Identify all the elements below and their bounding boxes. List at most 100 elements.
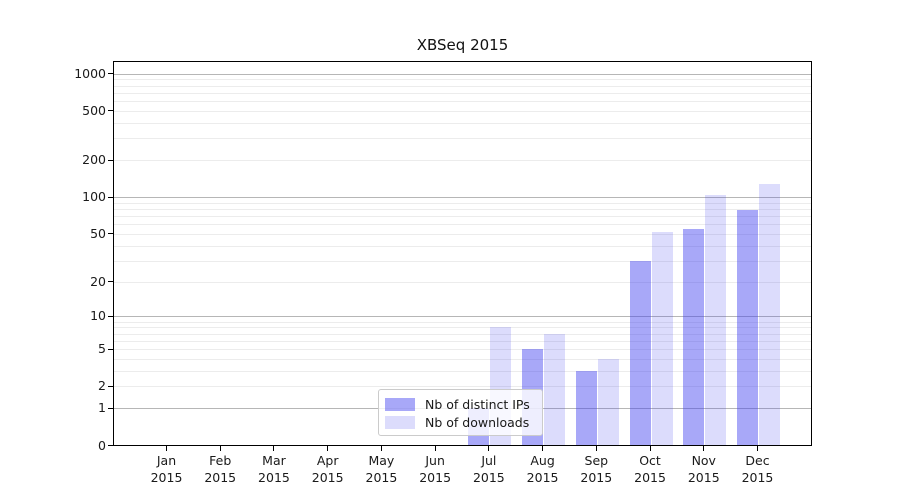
x-tick-label-may: May 2015	[349, 453, 413, 486]
legend-box: Nb of distinct IPs Nb of downloads	[378, 389, 543, 436]
x-tick-year: 2015	[741, 469, 774, 485]
gridline-9	[114, 321, 811, 323]
legend-item-distinct-ips: Nb of distinct IPs	[385, 395, 534, 413]
gridline-500	[114, 110, 811, 112]
x-tick-year: 2015	[258, 469, 290, 485]
y-tick-label-100: 100	[82, 189, 106, 205]
gridline-8	[114, 327, 811, 329]
x-tick-oct	[649, 445, 651, 451]
x-tick-label-nov: Nov 2015	[672, 453, 736, 486]
gridline-100	[114, 197, 811, 199]
gridline-5	[114, 349, 811, 351]
gridline-90	[114, 202, 811, 204]
x-tick-year: 2015	[526, 469, 559, 485]
x-tick-label-oct: Oct 2015	[618, 453, 682, 486]
gridline-10	[114, 316, 811, 318]
x-tick-year: 2015	[580, 469, 613, 485]
gridline-800	[114, 85, 811, 87]
x-tick-month: Jul	[481, 453, 497, 468]
bar-ips-dec	[736, 209, 758, 446]
y-tick-label-5: 5	[98, 341, 106, 357]
x-tick-label-dec: Dec 2015	[725, 453, 789, 486]
x-tick-month: Jan	[156, 453, 177, 468]
gridline-20	[114, 281, 811, 283]
gridline-30	[114, 260, 811, 262]
x-tick-sep	[595, 445, 597, 451]
gridline-200	[114, 160, 811, 162]
x-tick-label-jun: Jun 2015	[403, 453, 467, 486]
x-tick-month: Jun	[425, 453, 445, 468]
x-tick-label-apr: Apr 2015	[296, 453, 360, 486]
x-tick-month: Mar	[262, 453, 286, 468]
gridline-300	[114, 138, 811, 140]
x-tick-jul	[488, 445, 490, 451]
gridline-4	[114, 358, 811, 360]
gridline-700	[114, 92, 811, 94]
x-tick-year: 2015	[472, 469, 505, 485]
bar-ips-nov	[683, 228, 705, 446]
x-tick-nov	[703, 445, 705, 451]
gridline-400	[114, 122, 811, 124]
x-tick-year: 2015	[150, 469, 183, 485]
y-tick-label-20: 20	[90, 273, 106, 289]
x-tick-label-jan: Jan 2015	[135, 453, 199, 486]
y-tick-label-2: 2	[98, 378, 106, 394]
gridline-40	[114, 245, 811, 247]
y-tick-label-1000: 1000	[74, 65, 106, 81]
gridline-7	[114, 333, 811, 335]
x-tick-label-jul: Jul 2015	[457, 453, 521, 486]
x-tick-label-aug: Aug 2015	[511, 453, 575, 486]
legend-swatch-distinct-ips	[385, 397, 415, 411]
bar-downloads-oct	[651, 231, 673, 446]
bar-downloads-aug	[544, 333, 566, 446]
x-tick-month: Feb	[209, 453, 232, 468]
bar-downloads-dec	[758, 183, 780, 446]
plot-area	[113, 61, 812, 446]
x-tick-year: 2015	[204, 469, 237, 485]
x-tick-dec	[756, 445, 758, 451]
chart-title: XBSeq 2015	[416, 36, 509, 54]
x-tick-year: 2015	[365, 469, 398, 485]
x-tick-year: 2015	[687, 469, 720, 485]
x-tick-year: 2015	[419, 469, 452, 485]
x-tick-jan	[166, 445, 167, 451]
gridline-70	[114, 216, 811, 218]
x-tick-label-sep: Sep 2015	[564, 453, 628, 486]
x-tick-apr	[327, 445, 329, 451]
x-tick-jun	[434, 445, 436, 451]
legend-swatch-downloads	[385, 415, 415, 429]
x-tick-aug	[542, 445, 544, 451]
y-tick-label-200: 200	[82, 152, 106, 168]
legend-item-downloads: Nb of downloads	[385, 413, 534, 431]
gridline-60	[114, 224, 811, 226]
y-tick-label-50: 50	[90, 225, 106, 241]
y-tick-label-0: 0	[98, 437, 106, 453]
x-tick-may	[380, 445, 382, 451]
bar-downloads-nov	[705, 195, 727, 446]
y-tick-label-500: 500	[82, 102, 106, 118]
gridline-3	[114, 370, 811, 372]
y-tick-label-10: 10	[90, 308, 106, 324]
gridline-900	[114, 79, 811, 81]
x-tick-month: Sep	[584, 453, 609, 468]
x-tick-month: Apr	[316, 453, 339, 468]
gridline-600	[114, 101, 811, 103]
x-tick-mar	[273, 445, 275, 451]
bar-ips-sep	[575, 370, 597, 446]
x-tick-year: 2015	[634, 469, 666, 485]
gridline-80	[114, 209, 811, 211]
x-tick-month: Oct	[639, 453, 661, 468]
legend-label-distinct-ips: Nb of distinct IPs	[425, 396, 530, 412]
y-tick-label-1: 1	[98, 400, 106, 416]
legend-label-downloads: Nb of downloads	[425, 414, 530, 430]
x-tick-label-feb: Feb 2015	[188, 453, 252, 486]
x-tick-month: May	[368, 453, 395, 468]
gridline-2	[114, 386, 811, 388]
x-tick-label-mar: Mar 2015	[242, 453, 306, 486]
bar-downloads-sep	[597, 358, 619, 446]
bar-ips-oct	[629, 260, 651, 446]
gridline-6	[114, 340, 811, 342]
x-tick-month: Aug	[530, 453, 555, 468]
x-tick-year: 2015	[311, 469, 344, 485]
